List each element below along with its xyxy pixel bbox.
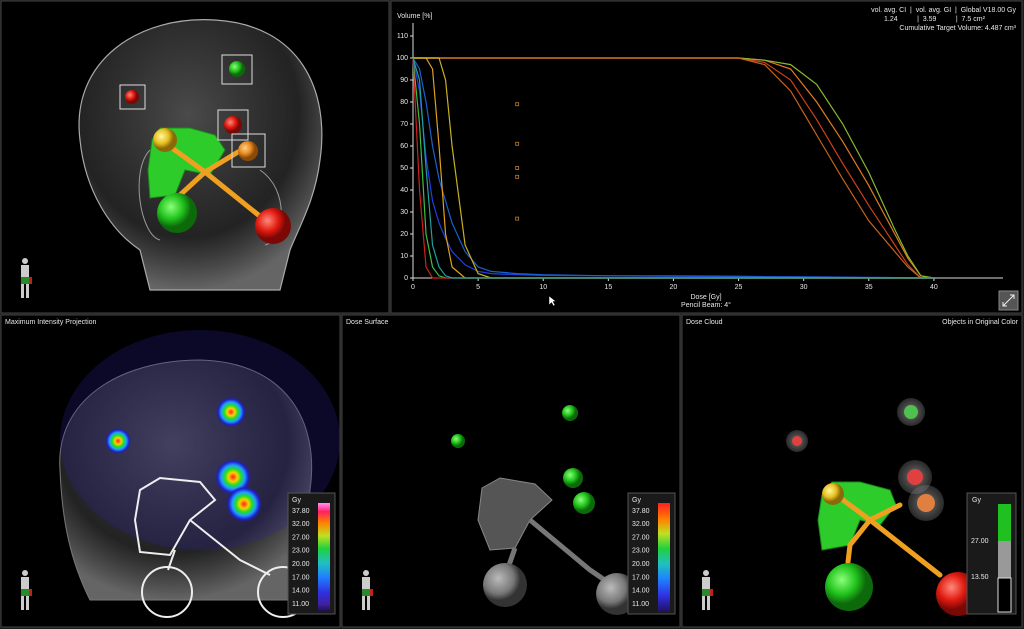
dvh-marker: [515, 141, 520, 146]
y-tick-label: 10: [400, 253, 408, 260]
dvh-info: Cumulative Target Volume: 4.487 cm³: [899, 25, 1016, 32]
x-tick-label: 15: [604, 284, 612, 291]
dvh-info: vol. avg. CI | vol. avg. GI | Global V18…: [871, 7, 1016, 14]
cursor: [548, 295, 557, 307]
colorbar-label: 14.00: [632, 588, 650, 595]
colorbar: [658, 503, 670, 612]
x-tick-label: 0: [411, 284, 415, 291]
colorbar-label: 27.00: [632, 534, 650, 541]
skull-render: [78, 19, 323, 291]
colorbar-label: 23.00: [292, 548, 310, 555]
colorbar-label: 20.00: [292, 561, 310, 568]
colorbar: [318, 503, 330, 612]
y-axis-label: Volume [%]: [397, 13, 432, 20]
colorbar-unit: Gy: [972, 497, 981, 504]
colorbar-label: 11.00: [292, 601, 309, 608]
y-tick-label: 90: [400, 77, 408, 84]
x-tick-label: 20: [670, 284, 678, 291]
colorbar-label: 13.50: [971, 574, 989, 581]
colorbar-label: 11.00: [632, 601, 649, 608]
x-axis-label: Dose [Gy]: [690, 294, 721, 301]
colorbar-label: 27.00: [292, 534, 310, 541]
colorbar-label: 17.00: [292, 574, 310, 581]
y-tick-label: 40: [400, 187, 408, 194]
x-tick-label: 10: [539, 284, 547, 291]
colorbar-label: 27.00: [971, 538, 989, 545]
colorbar-label: 32.00: [632, 521, 650, 528]
view-title: Objects in Original Color: [942, 319, 1019, 326]
dvh-curve: [412, 57, 934, 279]
colorbar-unit: Gy: [292, 497, 301, 504]
colorbar-label: 20.00: [632, 561, 650, 568]
panel-dvh[interactable]: [390, 0, 1023, 314]
y-tick-label: 80: [400, 99, 408, 106]
colorbar: [998, 541, 1011, 578]
x-tick-label: 40: [930, 284, 938, 291]
x-tick-label: 30: [800, 284, 808, 291]
colorbar-label: 37.80: [632, 508, 650, 515]
colorbar-label: 14.00: [292, 588, 310, 595]
y-tick-label: 70: [400, 121, 408, 128]
expand-icon: [1002, 294, 1015, 307]
colorbar-unit: Gy: [632, 497, 641, 504]
mip-render: [59, 330, 340, 618]
dvh-marker: [515, 216, 520, 221]
dvh-marker: [515, 166, 520, 170]
colorbar: [997, 577, 1012, 613]
y-tick-label: 50: [400, 165, 408, 172]
y-tick-label: 100: [396, 55, 408, 62]
dvh-marker: [515, 102, 520, 107]
y-tick-label: 0: [404, 275, 408, 282]
colorbar-label: 32.00: [292, 521, 310, 528]
dose-surface-render: [451, 405, 638, 615]
y-tick-label: 110: [397, 33, 408, 40]
colorbar-label: 17.00: [632, 574, 650, 581]
algorithm-note: Pencil Beam: 4°: [681, 301, 731, 309]
y-tick-label: 30: [400, 209, 408, 216]
x-tick-label: 35: [865, 284, 873, 291]
orientation-icons: [21, 258, 713, 610]
colorbar: [998, 504, 1011, 541]
view-title: Dose Surface: [346, 319, 389, 326]
view-title: Dose Cloud: [686, 319, 723, 326]
view-title: Maximum Intensity Projection: [5, 319, 97, 326]
colorbar-label: 37.80: [292, 508, 310, 515]
x-tick-label: 5: [476, 284, 480, 291]
dvh-info: 1.24 | 3.59 | 7.5 cm²: [884, 16, 986, 23]
dvh-marker: [515, 174, 520, 179]
x-tick-label: 25: [735, 284, 743, 291]
y-tick-label: 60: [400, 143, 408, 150]
colorbar-label: 23.00: [632, 548, 650, 555]
y-tick-label: 20: [400, 231, 408, 238]
